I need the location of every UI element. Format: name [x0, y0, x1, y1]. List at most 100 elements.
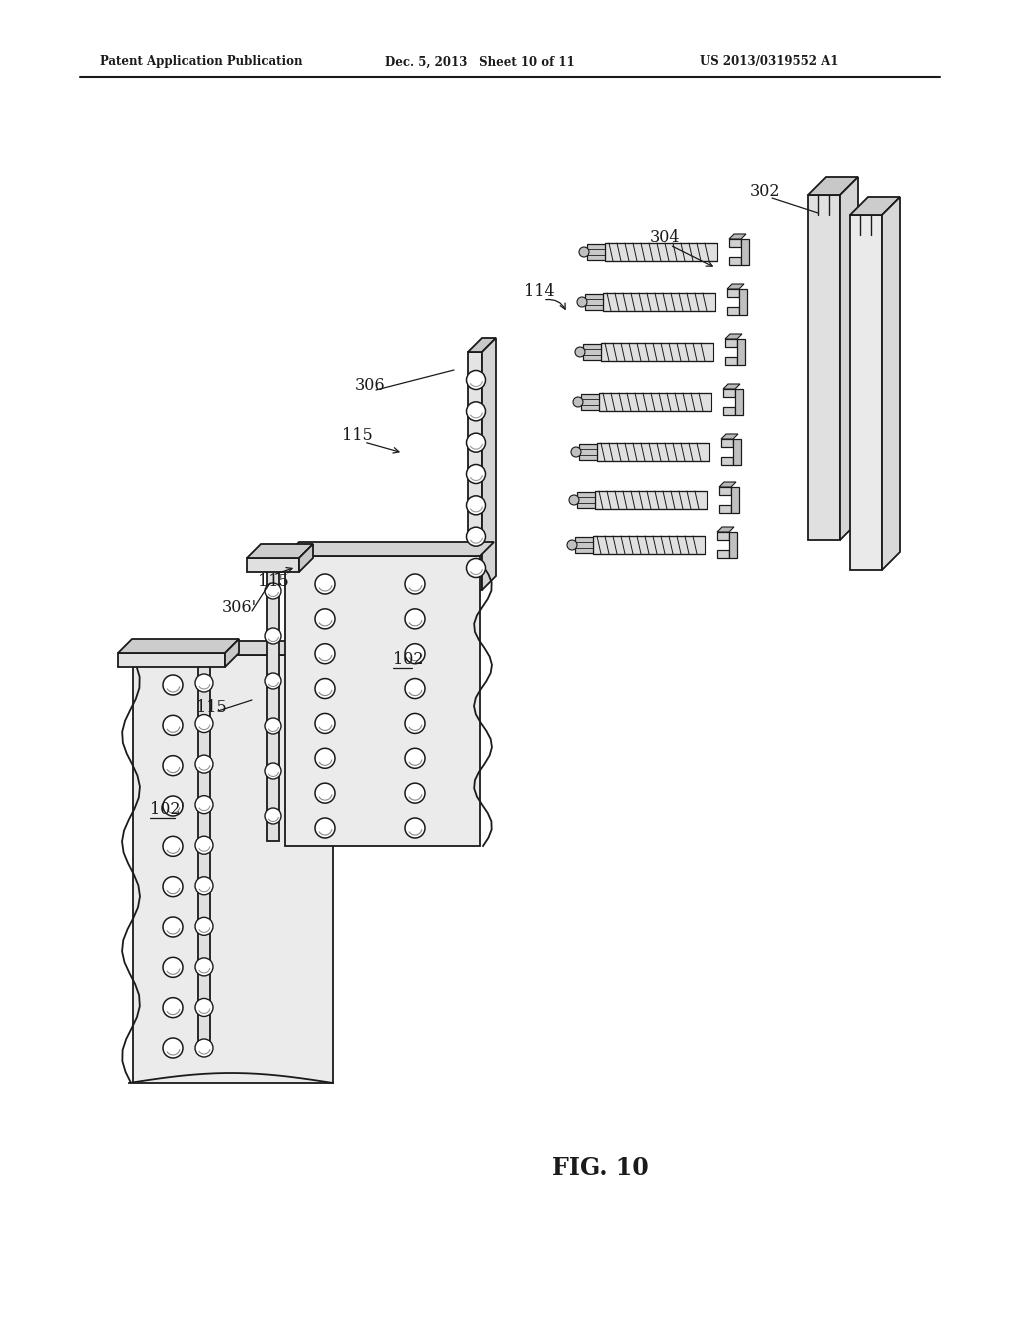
Polygon shape — [808, 195, 840, 540]
Polygon shape — [729, 234, 746, 239]
Polygon shape — [605, 243, 717, 261]
Polygon shape — [285, 556, 480, 846]
Circle shape — [163, 1038, 183, 1059]
Circle shape — [195, 755, 213, 774]
Polygon shape — [721, 434, 738, 440]
Polygon shape — [118, 653, 225, 667]
Circle shape — [265, 763, 281, 779]
Polygon shape — [133, 642, 347, 655]
Polygon shape — [198, 645, 224, 660]
Polygon shape — [601, 343, 713, 360]
Text: 102': 102' — [150, 801, 185, 818]
Polygon shape — [729, 239, 741, 247]
Circle shape — [315, 678, 335, 698]
Polygon shape — [583, 345, 601, 360]
Circle shape — [467, 527, 485, 546]
Circle shape — [315, 574, 335, 594]
Polygon shape — [575, 537, 593, 553]
Polygon shape — [735, 389, 743, 414]
Text: 115: 115 — [258, 573, 289, 590]
Polygon shape — [717, 550, 729, 558]
Polygon shape — [599, 393, 711, 411]
Polygon shape — [723, 384, 740, 389]
Circle shape — [315, 713, 335, 734]
Polygon shape — [118, 639, 239, 653]
Polygon shape — [725, 334, 742, 339]
Polygon shape — [482, 338, 496, 590]
Circle shape — [406, 748, 425, 768]
Polygon shape — [603, 293, 715, 312]
Circle shape — [467, 496, 485, 515]
Circle shape — [163, 837, 183, 857]
Polygon shape — [840, 177, 858, 540]
Circle shape — [467, 371, 485, 389]
Polygon shape — [727, 289, 739, 297]
Text: Dec. 5, 2013  Sheet 10 of 11: Dec. 5, 2013 Sheet 10 of 11 — [385, 55, 574, 69]
Polygon shape — [299, 544, 313, 572]
Polygon shape — [198, 660, 210, 1048]
Circle shape — [577, 297, 587, 308]
Polygon shape — [719, 506, 731, 513]
Circle shape — [163, 715, 183, 735]
Polygon shape — [850, 215, 882, 570]
Polygon shape — [587, 244, 605, 260]
Polygon shape — [247, 544, 313, 558]
Circle shape — [569, 495, 579, 506]
Circle shape — [406, 678, 425, 698]
Polygon shape — [225, 639, 239, 667]
Polygon shape — [717, 527, 734, 532]
Circle shape — [163, 917, 183, 937]
Polygon shape — [717, 532, 729, 540]
Circle shape — [315, 644, 335, 664]
Polygon shape — [733, 440, 741, 465]
Circle shape — [195, 958, 213, 975]
Text: FIG. 10: FIG. 10 — [552, 1156, 648, 1180]
Text: 306: 306 — [355, 376, 386, 393]
Circle shape — [195, 837, 213, 854]
Polygon shape — [721, 457, 733, 465]
Circle shape — [265, 673, 281, 689]
Circle shape — [163, 755, 183, 776]
Circle shape — [163, 957, 183, 977]
Circle shape — [195, 917, 213, 936]
Polygon shape — [247, 558, 299, 572]
Circle shape — [571, 447, 581, 457]
Polygon shape — [731, 487, 739, 513]
Circle shape — [406, 574, 425, 594]
Polygon shape — [577, 492, 595, 508]
Polygon shape — [581, 393, 599, 411]
Polygon shape — [597, 444, 709, 461]
Text: 302: 302 — [750, 183, 780, 201]
Polygon shape — [808, 177, 858, 195]
Polygon shape — [719, 482, 736, 487]
Text: US 2013/0319552 A1: US 2013/0319552 A1 — [700, 55, 839, 69]
Circle shape — [315, 783, 335, 803]
Circle shape — [195, 714, 213, 733]
Circle shape — [265, 808, 281, 824]
Circle shape — [195, 998, 213, 1016]
Circle shape — [406, 609, 425, 628]
Circle shape — [579, 247, 589, 257]
Polygon shape — [133, 655, 333, 1082]
Circle shape — [195, 675, 213, 692]
Circle shape — [265, 628, 281, 644]
Polygon shape — [593, 536, 705, 554]
Polygon shape — [723, 407, 735, 414]
Polygon shape — [723, 389, 735, 397]
Polygon shape — [468, 352, 482, 590]
Circle shape — [195, 876, 213, 895]
Circle shape — [406, 713, 425, 734]
Circle shape — [467, 465, 485, 483]
Polygon shape — [850, 197, 900, 215]
Text: 306': 306' — [222, 599, 257, 616]
Circle shape — [163, 796, 183, 816]
Polygon shape — [727, 284, 744, 289]
Circle shape — [265, 718, 281, 734]
Circle shape — [163, 876, 183, 896]
Circle shape — [573, 397, 583, 407]
Polygon shape — [595, 491, 707, 510]
Polygon shape — [741, 239, 749, 265]
Polygon shape — [585, 294, 603, 310]
Polygon shape — [725, 339, 737, 347]
Polygon shape — [267, 561, 279, 841]
